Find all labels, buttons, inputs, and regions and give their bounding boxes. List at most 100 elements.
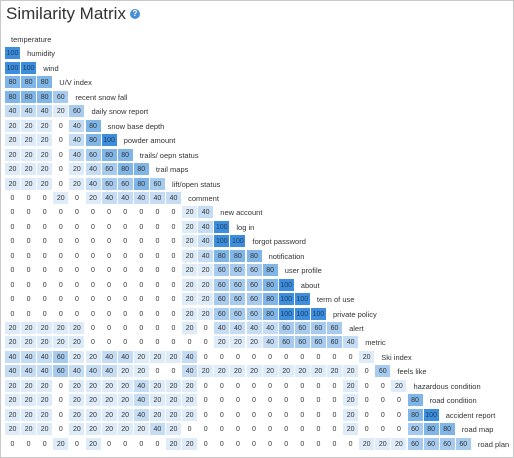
matrix-cell: 0: [149, 437, 166, 451]
matrix-cell: 0: [21, 249, 38, 263]
matrix-cell: 100: [101, 134, 118, 148]
matrix-cell: 0: [149, 220, 166, 234]
matrix-cell: 60: [375, 365, 392, 379]
matrix-cell: 0: [37, 264, 54, 278]
matrix-cell: 0: [117, 307, 134, 321]
matrix-cell: 40: [166, 191, 182, 205]
matrix-cell: 0: [166, 322, 182, 335]
matrix-cell: 0: [278, 379, 295, 393]
matrix-cell: 0: [37, 235, 54, 249]
matrix-cell: 0: [343, 350, 360, 364]
matrix-cell: 0: [5, 278, 21, 292]
matrix-cell: 0: [53, 394, 70, 408]
matrix-cell: 0: [53, 134, 70, 148]
matrix-cell: 80: [37, 76, 54, 90]
matrix-cell: 20: [21, 423, 38, 437]
matrix-cell: 20: [182, 408, 199, 422]
row-label: private policy: [333, 309, 377, 319]
matrix-cell: 40: [21, 365, 38, 379]
matrix-cell: 0: [327, 423, 343, 437]
matrix-cell: 0: [21, 206, 38, 220]
matrix-cell: 0: [262, 423, 279, 437]
page-title: Similarity Matrix?: [6, 4, 140, 24]
matrix-cell: 0: [101, 220, 118, 234]
matrix-cell: 20: [37, 322, 54, 335]
matrix-cell: 0: [310, 379, 327, 393]
matrix-cell: 20: [246, 365, 263, 379]
matrix-cell: 60: [246, 278, 263, 292]
matrix-cell: 80: [439, 423, 456, 437]
matrix-cell: 60: [407, 423, 424, 437]
matrix-cell: 0: [214, 437, 231, 451]
matrix-cell: 0: [359, 423, 376, 437]
help-icon[interactable]: ?: [129, 8, 140, 19]
row-label: term of use: [316, 295, 355, 305]
row-label: comment: [188, 193, 219, 203]
matrix-cell: 60: [278, 322, 295, 335]
matrix-cell: 0: [359, 394, 376, 408]
matrix-cell: 0: [166, 278, 182, 292]
matrix-cell: 0: [246, 350, 263, 364]
matrix-cell: 100: [423, 408, 440, 422]
matrix-cell: 0: [69, 293, 86, 307]
matrix-cell: 0: [149, 322, 166, 335]
matrix-cell: 0: [117, 322, 134, 335]
matrix-cell: 0: [101, 264, 118, 278]
row-label: temperature: [11, 35, 52, 44]
matrix-cell: 0: [53, 148, 70, 162]
matrix-cell: 60: [327, 322, 343, 335]
matrix-cell: 0: [85, 206, 102, 220]
matrix-cell: 100: [310, 307, 327, 321]
matrix-cell: 0: [69, 278, 86, 292]
matrix-cell: 0: [37, 220, 54, 234]
matrix-cell: 40: [262, 322, 279, 335]
matrix-cell: 0: [166, 293, 182, 307]
matrix-cell: 0: [5, 235, 21, 249]
matrix-cell: 40: [230, 322, 247, 335]
matrix-cell: 20: [198, 365, 215, 379]
matrix-cell: 20: [69, 177, 86, 191]
matrix-cell: 40: [69, 365, 86, 379]
matrix-cell: 0: [133, 278, 150, 292]
matrix-cell: 20: [182, 322, 199, 335]
matrix-cell: 0: [166, 307, 182, 321]
matrix-cell: 100: [5, 47, 21, 61]
matrix-cell: 60: [214, 307, 231, 321]
matrix-cell: 20: [182, 307, 199, 321]
matrix-cell: 100: [214, 235, 231, 249]
matrix-cell: 0: [327, 408, 343, 422]
matrix-cell: 100: [278, 307, 295, 321]
matrix-cell: 20: [5, 394, 21, 408]
matrix-cell: 40: [117, 350, 134, 364]
matrix-cell: 0: [230, 423, 247, 437]
matrix-cell: 0: [294, 423, 311, 437]
matrix-cell: 0: [294, 379, 311, 393]
matrix-cell: 80: [21, 76, 38, 90]
row-label: trails/ oepn status: [139, 150, 199, 160]
matrix-cell: 20: [21, 336, 38, 350]
matrix-cell: 0: [246, 437, 263, 451]
matrix-cell: 0: [117, 235, 134, 249]
matrix-cell: 0: [21, 307, 38, 321]
matrix-cell: 0: [133, 220, 150, 234]
matrix-cell: 0: [53, 206, 70, 220]
row-label: Ski index: [381, 352, 412, 362]
matrix-cell: 0: [149, 293, 166, 307]
matrix-cell: 60: [214, 293, 231, 307]
matrix-cell: 80: [117, 148, 134, 162]
matrix-cell: 60: [230, 307, 247, 321]
matrix-cell: 0: [198, 394, 215, 408]
matrix-cell: 0: [37, 206, 54, 220]
matrix-cell: 60: [214, 278, 231, 292]
matrix-cell: 40: [117, 191, 134, 205]
matrix-cell: 20: [182, 379, 199, 393]
matrix-cell: 20: [21, 177, 38, 191]
matrix-cell: 20: [246, 336, 263, 350]
matrix-cell: 20: [166, 350, 182, 364]
matrix-cell: 80: [262, 293, 279, 307]
row-label: daily snow report: [91, 107, 149, 117]
matrix-cell: 80: [85, 119, 102, 133]
matrix-cell: 20: [327, 365, 343, 379]
matrix-cell: 0: [101, 336, 118, 350]
matrix-cell: 0: [133, 264, 150, 278]
